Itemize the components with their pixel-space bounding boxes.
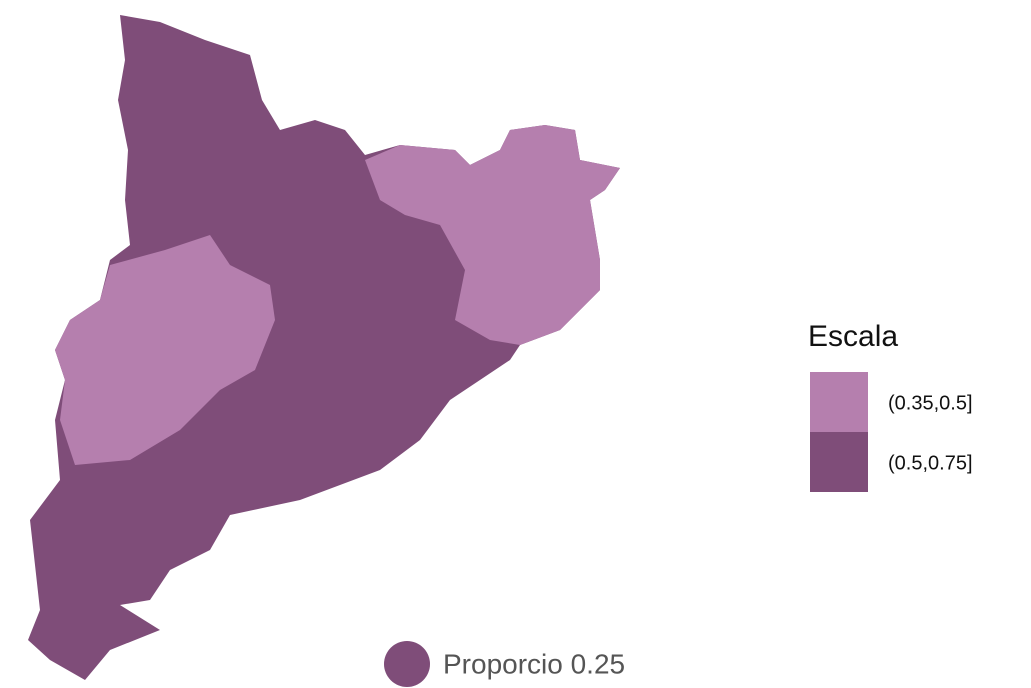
legend: (0.35,0.5] (0.5,0.75] <box>810 372 973 492</box>
regions <box>28 15 620 680</box>
legend-swatch <box>810 432 868 492</box>
legend-swatch <box>810 372 868 432</box>
point-label: Proporcio 0.25 <box>443 648 625 679</box>
legend-title: Escala <box>808 320 898 353</box>
legend-label: (0.35,0.5] <box>888 392 973 414</box>
legend-label: (0.5,0.75] <box>888 452 973 474</box>
region <box>365 125 620 345</box>
point-marker <box>384 641 430 687</box>
region <box>55 235 275 465</box>
